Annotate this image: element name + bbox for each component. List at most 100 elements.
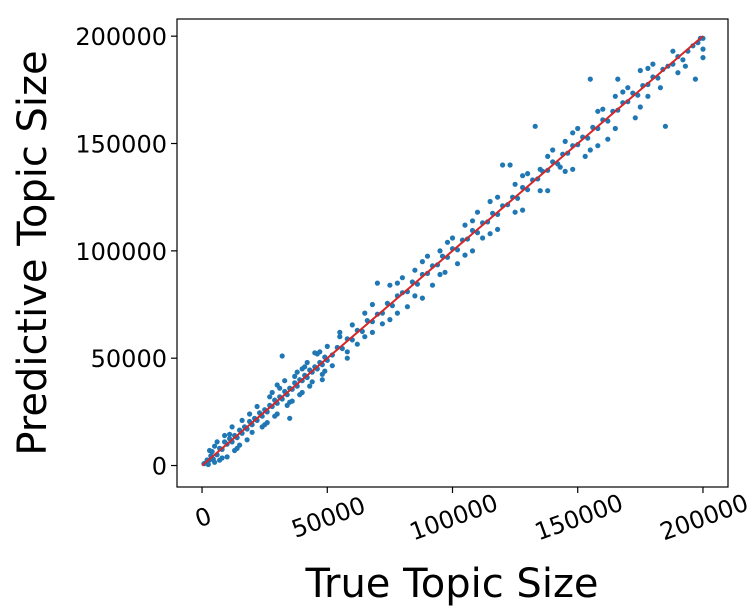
scatter-point <box>550 147 556 153</box>
x-axis-ticks: 0 50000 100000 150000 200000 <box>191 487 752 546</box>
scatter-point <box>277 385 283 391</box>
scatter-point <box>264 420 270 426</box>
scatter-point <box>307 383 313 389</box>
scatter-point <box>319 377 325 383</box>
scatter-point <box>337 329 343 335</box>
scatter-point <box>289 398 295 404</box>
scatter-point <box>637 67 643 74</box>
scatter-point <box>232 447 238 454</box>
scatter-point <box>297 392 303 398</box>
y-axis-label: Predictive Topic Size <box>10 50 56 455</box>
scatter-point <box>537 166 543 172</box>
scatter-point <box>682 63 689 69</box>
scatter-point <box>545 153 551 159</box>
scatter-point <box>207 447 213 454</box>
scatter-point <box>217 457 223 463</box>
scatter-point <box>387 317 393 323</box>
scatter-point <box>302 364 308 370</box>
scatter-point <box>419 295 425 301</box>
scatter-point <box>337 334 343 340</box>
scatter-point <box>294 369 300 375</box>
scatter-point <box>444 239 451 245</box>
x-tick-label: 50000 <box>288 491 369 543</box>
scatter-point <box>369 301 375 308</box>
scatter-point <box>229 424 235 430</box>
scatter-point <box>437 248 443 254</box>
scatter-point <box>587 76 593 82</box>
scatter-point <box>495 194 501 200</box>
scatter-point <box>495 226 501 232</box>
scatter-point <box>284 402 290 408</box>
scatter-point <box>570 166 576 172</box>
scatter-point <box>532 123 538 129</box>
scatter-point <box>487 198 493 205</box>
scatter-point <box>249 429 255 435</box>
scatter-point <box>562 138 568 144</box>
scatter-point <box>582 153 588 159</box>
scatter-point <box>279 353 285 359</box>
scatter-point <box>462 252 468 258</box>
y-tick-label: 0 <box>152 453 167 481</box>
scatter-point <box>474 209 481 215</box>
scatter-point <box>700 55 706 61</box>
scatter-point <box>670 48 676 54</box>
scatter-point <box>675 70 681 76</box>
scatter-point <box>507 162 513 168</box>
scatter-point <box>437 271 443 278</box>
scatter-point <box>487 231 493 237</box>
scatter-point <box>304 359 310 366</box>
scatter-point <box>680 57 686 63</box>
scatter-point <box>344 355 350 361</box>
y-tick-label: 150000 <box>75 131 167 159</box>
scatter-point <box>317 349 323 355</box>
scatter-point <box>222 432 228 439</box>
scatter-point <box>404 304 410 310</box>
scatter-point <box>282 378 288 384</box>
scatter-point <box>412 267 418 273</box>
scatter-point <box>512 209 518 215</box>
scatter-point <box>399 275 405 281</box>
scatter-point <box>562 168 568 174</box>
scatter-point <box>244 437 250 443</box>
scatter-point <box>227 431 233 437</box>
scatter-point <box>349 322 355 328</box>
x-tick-label: 0 <box>191 502 215 534</box>
scatter-point <box>239 417 245 423</box>
scatter-point <box>520 207 526 213</box>
scatter-point <box>312 350 318 356</box>
scatter-point <box>387 282 393 288</box>
y-tick-label: 50000 <box>91 345 167 373</box>
scatter-point <box>449 235 456 241</box>
scatter-point <box>214 439 220 445</box>
scatter-point <box>595 108 601 114</box>
x-tick-label: 150000 <box>531 489 627 547</box>
scatter-point <box>537 188 543 194</box>
scatter-point <box>570 130 576 136</box>
scatter-point <box>462 222 468 228</box>
scatter-point <box>625 85 631 91</box>
scatter-point <box>269 389 275 396</box>
y-axis-ticks: 0 50000 100000 150000 200000 <box>75 23 177 481</box>
scatter-point <box>292 373 298 379</box>
scatter-point <box>469 218 476 224</box>
scatter-point <box>557 164 563 170</box>
scatter-point <box>637 104 643 110</box>
scatter-point <box>324 343 330 349</box>
scatter-point <box>620 89 626 95</box>
scatter-point <box>267 394 273 400</box>
scatter-point <box>344 349 350 355</box>
scatter-point <box>612 93 618 99</box>
scatter-point <box>632 115 638 121</box>
scatter-point <box>692 76 699 82</box>
reference-line <box>201 35 704 467</box>
scatter-point <box>657 85 664 91</box>
scatter-point <box>615 76 621 82</box>
scatter-point <box>575 125 581 132</box>
scatter-point <box>374 280 380 286</box>
scatter-point <box>212 443 218 449</box>
scatter-point <box>645 65 651 71</box>
scatter-point <box>469 248 476 254</box>
scatter-point <box>247 411 253 417</box>
scatter-point <box>442 269 448 275</box>
scatter-point <box>600 106 606 112</box>
